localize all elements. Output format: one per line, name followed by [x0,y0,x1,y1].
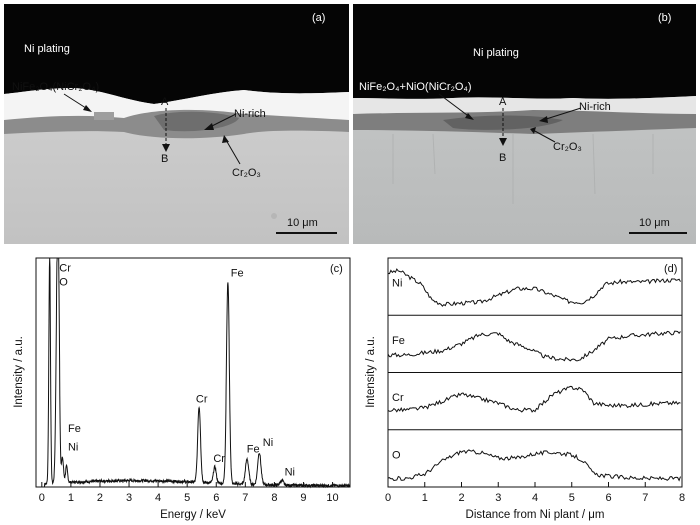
peak-label: Cr [213,453,225,465]
pointer-line [225,139,241,165]
series-line-ni [387,268,681,307]
chromia-label: Cr₂O₃ [232,167,261,179]
spectrum-line [36,257,351,489]
x-axis-title: Energy / keV [160,509,226,521]
peak-label: Fe [68,423,81,435]
peak-label: Ni [263,437,273,449]
arrow-head-icon [83,105,92,112]
pointer-line [542,107,582,121]
x-tick-label: 3 [495,492,501,504]
substrate-streaks [392,133,654,204]
point-b-label: B [499,152,506,164]
x-tick-label: 7 [242,492,248,504]
x-tick-label: 0 [385,492,391,504]
series-label: Fe [392,335,405,347]
ni-plating-bright-layer [4,88,349,120]
series-label: Ni [392,278,402,290]
arrow-head-icon [162,144,170,152]
peak-label: Fe [231,267,244,279]
peak-label: Cr [196,393,208,405]
arrow-head-icon [465,113,474,120]
peak-label: Cr [59,263,71,275]
x-tick-label: 8 [271,492,277,504]
x-tick-label: 6 [213,492,219,504]
x-tick-label: 4 [532,492,538,504]
sem-panel-a: Ni plating NiFe₂O₄(NiCr₂O₄) A B Ni-rich … [4,4,349,244]
x-tick-label: 3 [126,492,132,504]
point-a-label: A [161,96,169,108]
x-tick-label: 6 [605,492,611,504]
ni-rich-label: Ni-rich [579,101,611,113]
series-label: Cr [392,392,404,404]
series-label: O [392,449,401,461]
x-tick-label: 9 [300,492,306,504]
oxide-label: NiFe₂O₄+NiO(NiCr₂O₄) [359,81,472,93]
ni-plating-label: Ni plating [473,47,519,59]
plot-frame [35,257,351,488]
point-b-label: B [161,153,168,165]
arrow-head-icon [539,116,548,123]
x-tick-label: 7 [642,492,648,504]
series-line-o [387,449,681,482]
x-axis-title: Distance from Ni plant / μm [466,509,605,521]
oxide-particle [94,112,114,120]
x-tick-label: 4 [155,492,161,504]
x-tick-label: 10 [326,492,338,504]
peak-label: Fe [247,444,260,456]
panel-tag: (b) [658,12,671,24]
x-tick-label: 1 [68,492,74,504]
peak-label: Ni [285,467,295,479]
series-line-cr [387,385,681,413]
arrow-head-icon [222,135,229,143]
y-axis-title: Intensity / a.u. [365,336,377,408]
scale-bar-label: 10 μm [287,217,318,229]
peak-label: O [59,276,68,288]
chromia-zone [154,111,239,132]
sem-panel-b: Ni plating NiFe₂O₄+NiO(NiCr₂O₄) A B Ni-r… [353,4,696,244]
arrow-head-icon [204,123,214,130]
x-tick-label: 5 [184,492,190,504]
peak-label: Ni [68,441,78,453]
x-tick-label: 1 [422,492,428,504]
panel-tag: (a) [312,12,325,24]
pointer-line [438,93,472,119]
ni-rich-label: Ni-rich [234,108,266,120]
x-tick-label: 2 [97,492,103,504]
point-a-label: A [499,96,507,108]
oxide-label: NiFe₂O₄(NiCr₂O₄) [12,81,99,93]
ni-plating-region [4,4,349,104]
series-line-fe [387,330,681,362]
panel-tag: (d) [664,263,677,275]
pointer-line [532,129,556,143]
arrow-head-icon [499,138,507,146]
line-scan-chart: 0 1 2 3 4 5 6 7 8 Ni Fe Cr O (d) Distance from Ni p… [365,257,685,521]
arrow-head-icon [530,127,536,134]
panel-tag: (c) [330,263,343,275]
scale-bar-label: 10 μm [639,217,670,229]
ni-plating-bright-layer [353,96,696,114]
chromia-label: Cr₂O₃ [553,141,582,153]
x-tick-label: 0 [39,492,45,504]
ni-plating-region [353,4,696,99]
ni-plating-label: Ni plating [24,43,70,55]
inclusion [271,213,277,219]
x-tick-label: 5 [569,492,575,504]
x-tick-label: 8 [679,492,685,504]
x-tick-label: 2 [458,492,464,504]
y-axis-title: Intensity / a.u. [13,336,25,408]
